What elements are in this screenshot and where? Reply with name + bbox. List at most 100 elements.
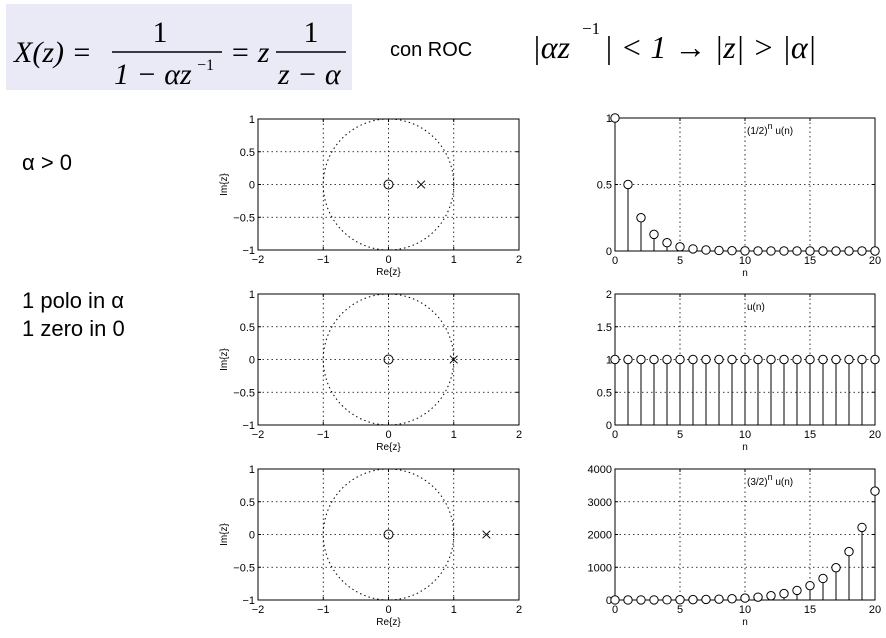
y-tick-label: 1.5 (597, 322, 612, 334)
stem-marker (623, 595, 633, 605)
stem-marker (714, 245, 724, 256)
stem-marker (688, 244, 698, 254)
x-axis-label: Re{z} (376, 442, 401, 453)
y-tick-label: 1000 (588, 562, 612, 574)
stem-marker (662, 354, 672, 365)
stem-marker (844, 354, 854, 365)
series-annotation: (1/2)n u(n) (747, 121, 793, 137)
x-tick-label: 1 (451, 254, 457, 266)
y-axis-label: Im{z} (219, 172, 230, 195)
stem-marker (857, 246, 867, 256)
x-tick-label: −1 (317, 429, 330, 441)
stem-marker (844, 546, 854, 557)
chart-1: −2 −1 0 1 210.50−0.5−1Re{z}Im{z} (219, 114, 522, 278)
x-axis-label: n (742, 268, 748, 279)
pole-marker (416, 180, 426, 189)
x-axis-label: Re{z} (376, 617, 401, 628)
x-axis-label: n (742, 442, 748, 453)
chart-2: 0 5 10 15 20 1 0.5 0 n (1/2)n u(n) (597, 113, 881, 279)
stem-marker (649, 354, 659, 365)
stem-marker (636, 213, 646, 223)
y-tick-label: 0.5 (597, 387, 612, 399)
stem-marker (701, 245, 711, 255)
y-tick-label: 0.5 (240, 497, 255, 509)
x-tick-label: 15 (804, 255, 816, 267)
stem-marker (727, 594, 737, 604)
stem-marker (714, 354, 724, 365)
stem-marker (701, 354, 711, 365)
stem-marker (857, 354, 867, 365)
x-tick-label: 15 (804, 429, 816, 441)
x-tick-label: 10 (739, 255, 751, 267)
y-tick-label: −0.5 (233, 562, 255, 574)
x-axis-label: n (742, 617, 748, 628)
zero-marker (383, 354, 394, 365)
x-tick-label: 5 (677, 604, 683, 616)
x-tick-label: 20 (869, 429, 881, 441)
pole-stroke (482, 530, 491, 539)
roc-condition-exponent: −1 (582, 19, 600, 38)
x-axis-label: Re{z} (376, 267, 401, 278)
header-math: X(z) = 1 1 − αz −1 = z 1 z − α con ROC |… (13, 16, 816, 91)
stem-marker (779, 588, 789, 599)
stem-marker (870, 246, 880, 256)
stem-marker (701, 594, 711, 605)
stem-marker (792, 246, 802, 256)
stem-marker (779, 246, 789, 256)
stem-marker (779, 354, 789, 365)
x-tick-label: 1 (451, 604, 457, 616)
y-tick-label: 2000 (588, 530, 612, 542)
stem-marker (857, 522, 867, 533)
x-tick-label: 0 (385, 429, 391, 441)
x-tick-label: 0 (385, 254, 391, 266)
formula-frac1-denominator: 1 − αz (114, 58, 192, 91)
stem-marker (766, 591, 776, 601)
unit-circle (322, 118, 455, 251)
y-axis-label: Im{z} (219, 347, 230, 370)
stem-marker (831, 563, 841, 573)
stem-marker (727, 354, 737, 365)
stem-marker (792, 585, 802, 596)
y-tick-label: −1 (242, 595, 255, 607)
y-axis-label: Im{z} (219, 522, 230, 545)
y-tick-label: 0 (249, 180, 255, 192)
stem-marker (792, 354, 802, 365)
x-tick-label: 0 (612, 604, 618, 616)
pole-marker (449, 355, 458, 364)
x-tick-label: 0 (612, 255, 618, 267)
stem-marker (766, 354, 776, 365)
y-tick-label: 0.5 (240, 147, 255, 159)
stem-marker (688, 354, 698, 365)
stem-marker (753, 354, 763, 365)
x-tick-label: 20 (869, 255, 881, 267)
x-tick-label: 1 (451, 429, 457, 441)
zero-marker (383, 179, 394, 190)
series-annotation: (3/2)n u(n) (747, 472, 793, 488)
zero-marker (383, 529, 394, 540)
y-tick-label: 0.5 (240, 322, 255, 334)
formula-lhs: X(z) = (13, 36, 92, 69)
stem-marker (740, 593, 750, 603)
y-tick-label: 1 (606, 355, 612, 367)
stem-marker (870, 486, 880, 496)
x-tick-label: 0 (612, 429, 618, 441)
stem-marker (610, 354, 620, 365)
formula-eq2: = z (230, 36, 270, 69)
stem-marker (623, 179, 633, 190)
x-tick-label: 5 (677, 255, 683, 267)
chart-5: −2 −1 0 1 210.50−0.5−1Re{z}Im{z} (219, 464, 522, 628)
y-tick-label: −1 (242, 245, 255, 257)
stem-marker (727, 246, 737, 256)
x-tick-label: 10 (739, 429, 751, 441)
stem-marker (753, 246, 763, 256)
x-tick-label: 20 (869, 604, 881, 616)
formula-frac2-denominator: z − α (277, 58, 342, 91)
stem-marker (805, 580, 815, 591)
x-tick-label: 2 (516, 604, 522, 616)
series-annotation: u(n) (747, 302, 765, 313)
y-tick-label: −0.5 (233, 387, 255, 399)
y-tick-label: −1 (242, 420, 255, 432)
alpha-condition-label: α > 0 (22, 150, 73, 175)
x-tick-label: 15 (804, 604, 816, 616)
stem-marker (818, 246, 828, 256)
